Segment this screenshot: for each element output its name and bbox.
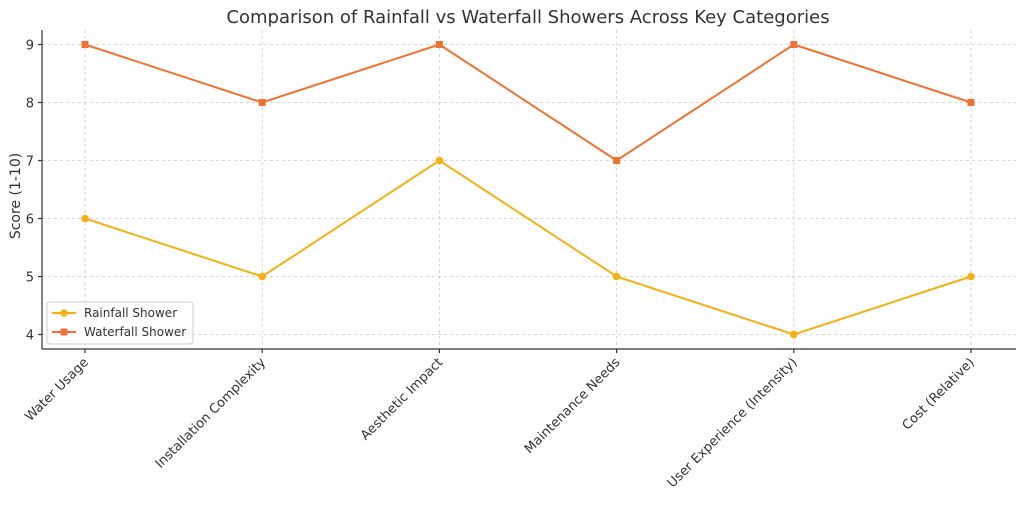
legend-box — [46, 301, 194, 345]
data-point — [790, 330, 798, 339]
y-tick-label: 9 — [26, 39, 34, 54]
data-point — [967, 99, 975, 106]
series-line — [84, 43, 972, 162]
x-ticks: Water Usage Installation Complexity Aesthe… — [22, 349, 978, 491]
y-tick-label: 5 — [26, 271, 34, 286]
y-tick-label: 4 — [26, 329, 34, 344]
legend-marker — [60, 309, 68, 317]
x-tick-label: Maintenance Needs — [522, 355, 624, 457]
x-tick-label: Aesthetic Impact — [358, 355, 446, 443]
y-ticks: 4 5 6 7 8 9 — [26, 39, 42, 344]
x-tick-label: Installation Complexity — [153, 355, 270, 472]
data-point — [790, 41, 798, 48]
x-tick-label: Cost (Relative) — [900, 355, 978, 433]
data-point — [81, 214, 89, 223]
series — [81, 41, 975, 339]
legend: Rainfall Shower Waterfall Shower — [46, 301, 194, 345]
data-point — [613, 157, 621, 164]
series-line — [84, 159, 972, 336]
legend-label: Rainfall Shower — [84, 306, 177, 320]
data-point — [258, 99, 266, 106]
data-point — [612, 272, 621, 281]
y-axis-label: Score (1-10) — [8, 153, 24, 239]
data-point — [435, 156, 444, 165]
data-point — [258, 272, 267, 281]
chart-title: Comparison of Rainfall vs Waterfall Show… — [226, 7, 829, 28]
data-point — [967, 272, 975, 281]
legend-label: Waterfall Shower — [84, 325, 186, 339]
legend-marker — [60, 328, 68, 336]
data-point — [81, 41, 89, 48]
y-tick-label: 7 — [26, 155, 34, 170]
x-tick-label: User Experience (Intensity) — [665, 355, 801, 491]
y-tick-label: 8 — [26, 97, 34, 112]
axes — [41, 30, 1016, 350]
y-tick-label: 6 — [26, 213, 34, 228]
data-point — [435, 41, 443, 48]
x-tick-label: Water Usage — [22, 355, 91, 424]
